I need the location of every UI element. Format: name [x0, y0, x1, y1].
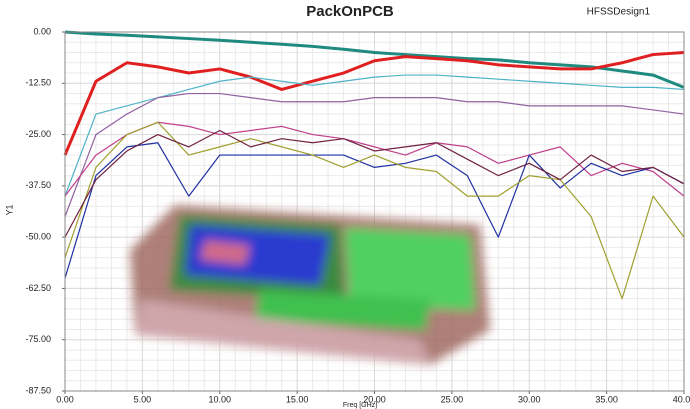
y-tick-label: -12.50	[25, 78, 51, 88]
y-tick-label: -25.00	[25, 129, 51, 139]
x-tick-label: 35.00	[595, 394, 618, 404]
y-tick-label: 0.00	[33, 26, 51, 36]
x-tick-label: 40.00	[673, 394, 690, 404]
x-tick-label: 0.00	[56, 394, 74, 404]
design-name: HFSSDesign1	[587, 7, 651, 18]
y-tick-label: -87.50	[25, 385, 51, 395]
y-tick-label: -37.50	[25, 180, 51, 190]
chart-title: PackOnPCB	[306, 3, 394, 20]
y-axis-label: Y1	[4, 204, 14, 215]
x-tick-label: 20.00	[363, 394, 386, 404]
y-tick-label: -50.00	[25, 232, 51, 242]
x-tick-label: 10.00	[208, 394, 231, 404]
x-tick-label: 25.00	[441, 394, 464, 404]
y-tick-label: -75.00	[25, 334, 51, 344]
y-tick-label: -62.50	[25, 283, 51, 293]
x-tick-label: 5.00	[134, 394, 152, 404]
x-tick-label: 15.00	[286, 394, 309, 404]
chart: PackOnPCB HFSSDesign1 Y1 Freq [GHz] 0.00…	[0, 0, 690, 409]
x-tick-label: 30.00	[518, 394, 541, 404]
